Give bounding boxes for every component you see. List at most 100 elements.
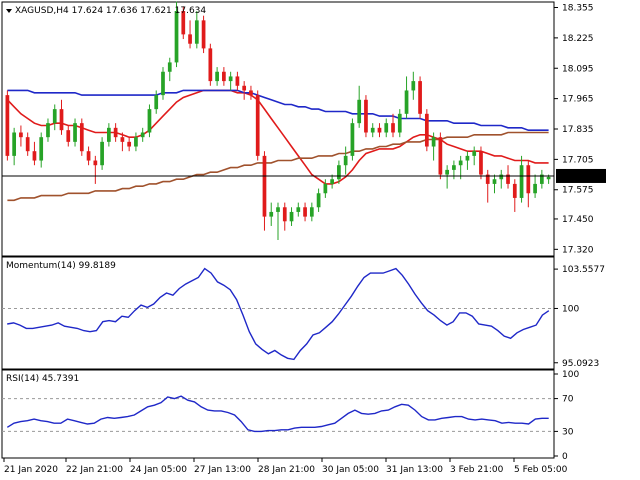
candle-body [181,11,186,35]
candle [113,123,118,142]
candle-body [452,165,456,170]
time-tick-label: 28 Jan 21:00 [258,465,315,475]
price-tick-label: 17.575 [562,186,594,196]
candle [46,118,50,142]
candle [12,127,17,166]
rsi-panel[interactable] [1,369,555,459]
candle [269,202,274,226]
rsi-tick-label: 100 [562,370,579,380]
candle-body [208,48,213,82]
candle-body [86,151,91,161]
candle-body [32,151,37,161]
candle-body [499,174,504,180]
time-tick-label: 30 Jan 05:00 [322,465,379,475]
chart-title: XAGUSD,H4 17.624 17.636 17.621 17.634 [15,6,206,16]
candle-body [316,193,321,208]
candle [438,132,443,180]
candle [377,123,382,138]
candle-body [174,11,179,63]
candle [492,174,497,194]
candle-body [330,179,334,184]
candle [222,67,226,86]
candle [357,85,362,128]
candle [167,57,172,82]
candle-body [222,71,226,82]
candle-body [506,174,510,184]
candle [59,99,64,135]
candle-body [215,71,219,82]
candle-body [377,127,382,133]
candle [350,118,355,161]
rsi-line [6,395,549,433]
candle [418,76,422,119]
current-price-tag-bg [556,168,606,183]
candle [404,76,409,119]
candle [19,125,23,147]
candle-body [46,123,50,138]
candle-body [228,76,233,82]
candle [330,174,334,189]
current-price-tag: 17.634 [556,168,606,183]
candle-body [93,160,98,166]
rsi-tick-label: 0 [562,452,568,462]
candle-body [161,71,165,96]
candle [539,169,544,189]
candle-body [140,132,145,138]
candle-body [269,211,274,217]
candle [147,104,152,138]
candle [140,127,145,142]
candle [485,169,490,203]
candle [431,132,436,161]
candle-body [100,141,104,166]
candle [296,202,301,217]
time-tick-label: 21 Jan 2020 [4,465,58,475]
candle-body [73,123,77,142]
candle [370,123,375,138]
candle-body [343,155,348,166]
candle-body [424,113,429,147]
rsi-tick-label: 30 [562,427,574,437]
candle [391,113,395,138]
price-tick-label: 17.450 [562,215,594,225]
ma-line-2 [7,89,549,131]
candle-body [194,20,199,44]
price-tick-label: 17.835 [562,125,594,135]
candle [384,118,389,138]
candle-body [282,207,287,222]
candle-body [533,183,537,194]
candle-body [201,20,206,49]
candle [228,71,233,91]
candle [5,90,10,161]
candle-body [120,137,125,142]
candle [343,146,348,175]
dropdown-triangle-icon[interactable] [6,9,12,13]
candle [93,155,98,184]
candle [364,95,368,138]
candle [201,15,206,54]
candle-body [397,113,402,133]
candle-body [384,123,389,133]
candle-body [309,207,314,217]
time-tick-label: 24 Jan 05:00 [130,465,187,475]
candle [208,43,213,86]
candle-body [107,127,111,142]
candle-body [154,95,159,110]
candle [323,179,328,198]
momentum-tick-label: 103.5577 [562,265,605,275]
candle [120,132,125,152]
candle [445,165,449,189]
candle [526,160,531,208]
candle-body [79,123,84,152]
candle-body [52,109,57,124]
candle-body [323,183,328,194]
time-axis: 21 Jan 2020 22 Jan 21:00 24 Jan 05:00 27 Ja… [3,458,568,475]
candle-body [289,211,294,222]
rsi-label: RSI(14) 45.7391 [6,374,79,384]
candle [337,160,341,184]
candle-body [59,109,64,131]
rsi-tick-label: 70 [562,395,574,405]
candle-body [255,95,260,156]
candle [411,71,416,100]
momentum-label: Momentum(14) 99.8189 [6,261,116,271]
